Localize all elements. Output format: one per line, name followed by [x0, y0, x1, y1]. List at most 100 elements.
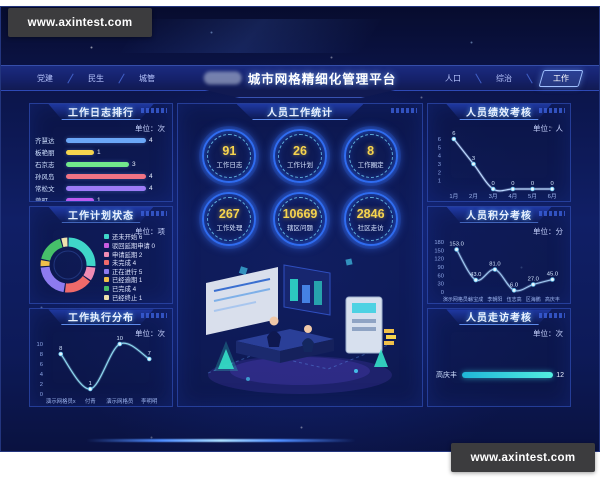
legend-item: 已完成 4	[104, 284, 170, 293]
bar-value: 1	[97, 148, 101, 156]
panel-work-exec-distribution: 工作执行分布 单位：次 10 8 6 4 2 0 8 1 10 7 演示网格员x 付青 演示网格员 李明明	[29, 308, 173, 407]
nav-tab-chengguan[interactable]: 城管	[139, 73, 155, 83]
svg-text:1月: 1月	[449, 193, 458, 200]
main-grid: 工作日志排行 单位：次 齐慧达 4 板艳丽 1 石京志 3 孙风岛 4 常松文 4 曾町 1 工作计划…	[29, 103, 571, 407]
stats-rings-row-2: 267 工作处理 10669 辖区问题 2846 社区走访	[178, 192, 422, 246]
svg-text:30: 30	[438, 281, 444, 287]
legend-item: 已经逾期 1	[104, 276, 170, 285]
panel-title-performance: 人员绩效考核	[446, 104, 552, 120]
svg-text:43.0: 43.0	[470, 272, 481, 278]
legend-item: 还未开始 6	[104, 233, 170, 242]
nav-tab-minsheng[interactable]: 民生	[88, 73, 104, 83]
bar	[66, 185, 146, 191]
visit-bar-row: 高庆丰 12	[436, 367, 564, 383]
legend-swatch	[104, 286, 109, 292]
svg-text:27.0: 27.0	[528, 276, 539, 282]
svg-text:0: 0	[511, 181, 514, 187]
bar-value: 3	[132, 160, 136, 168]
svg-text:150: 150	[434, 248, 444, 254]
points-line-chart: 180 150 120 90 60 30 0 153.0 43.0 81.0 6.0 27.0 45.0…	[434, 240, 560, 303]
legend-swatch	[104, 277, 109, 283]
svg-text:1: 1	[89, 381, 92, 387]
legend-swatch	[104, 268, 109, 274]
svg-text:4月: 4月	[508, 193, 517, 200]
stat-value: 91	[222, 143, 237, 158]
stat-value: 2846	[356, 206, 385, 221]
svg-text:演示网格员x: 演示网格员x	[46, 397, 76, 405]
bar-label: 板艳丽	[35, 150, 55, 157]
stat-label: 工作日志	[216, 161, 243, 169]
stat-value: 10669	[282, 206, 318, 221]
platform-title: 城市网格精细化管理平台	[247, 72, 397, 87]
svg-text:付青: 付青	[85, 397, 96, 405]
svg-text:5: 5	[438, 145, 441, 151]
unit-label: 单位：次	[135, 124, 165, 133]
stat-value: 26	[293, 143, 307, 158]
background-streak	[120, 19, 382, 53]
svg-text:0: 0	[40, 392, 43, 398]
performance-line-chart: 6 5 4 3 2 1 6 3 0 0 0 0 1月 2月 3月 4月 5月 6月	[438, 131, 557, 200]
platform-logo	[203, 71, 242, 85]
stat-ring: 91 工作日志	[202, 129, 257, 183]
donut-legend: 还未开始 6 驳回延期申请 0 申请延期 2 未完成 4 正在进行 5 已经逾期 1 已完成…	[104, 233, 170, 302]
legend-swatch	[104, 234, 109, 240]
bar-value: 12	[556, 371, 564, 379]
work-plan-donut-chart: 还未开始 6 驳回延期申请 0 申请延期 2 未完成 4 正在进行 5 已经逾期 1 已完成…	[32, 227, 170, 302]
panel-performance-assessment: 人员绩效考核 单位：人 6 5 4 3 2 1 6 3 0 0 0 0 1月 2月 3月 4月 5月 6月	[427, 103, 571, 202]
nav-separator	[475, 72, 482, 84]
legend-item: 已经终止 1	[104, 293, 170, 302]
bar	[66, 173, 146, 179]
bar	[66, 149, 94, 155]
panel-title-personnel-stats: 人员工作统计	[236, 104, 364, 120]
panel-points-assessment: 人员积分考核 单位：分 180 150 120 90 60 30 0 153.0 43.0 81.…	[427, 205, 571, 305]
svg-text:伍志高: 伍志高	[507, 296, 522, 303]
work-log-bar-row: 齐慧达 4	[35, 134, 167, 146]
stats-rings-row-1: 91 工作日志 26 工作计划 8 工作圈定	[178, 129, 422, 183]
legend-swatch	[104, 243, 109, 249]
stat-ring: 267 工作处理	[202, 192, 257, 246]
svg-text:8: 8	[59, 346, 62, 352]
legend-label: 未完成 4	[112, 260, 137, 268]
unit-label: 单位：分	[533, 226, 563, 236]
bar-label: 常松文	[35, 186, 55, 193]
svg-text:153.0: 153.0	[449, 241, 464, 247]
svg-text:2: 2	[40, 382, 43, 388]
svg-text:0: 0	[441, 290, 444, 296]
svg-text:81.0: 81.0	[489, 261, 500, 267]
top-navbar: 党建 民生 城管 城市网格精细化管理平台 人口 综治 工作	[1, 65, 599, 91]
work-exec-line-chart: 10 8 6 4 2 0 8 1 10 7 演示网格员x 付青 演示网格员 李明明	[37, 336, 158, 405]
legend-label: 还未开始 6	[112, 234, 143, 242]
bar	[66, 161, 129, 167]
svg-text:4: 4	[438, 154, 442, 160]
legend-label: 已经逾期 1	[112, 277, 143, 285]
legend-label: 已完成 4	[112, 286, 137, 294]
svg-text:5月: 5月	[528, 193, 537, 200]
work-log-bar-row: 曾町 1	[35, 194, 167, 201]
svg-text:6月: 6月	[548, 193, 557, 200]
nav-tab-gongzuo-active[interactable]: 工作	[538, 69, 584, 87]
panel-deco-dashes	[539, 108, 565, 113]
unit-label: 单位：次	[135, 329, 165, 339]
svg-text:10: 10	[37, 342, 43, 348]
bar-label: 石京志	[35, 162, 55, 169]
svg-text:6: 6	[452, 131, 455, 137]
bar-value: 4	[149, 184, 153, 192]
nav-tab-dangjian[interactable]: 党建	[37, 73, 53, 83]
svg-text:4: 4	[40, 372, 44, 378]
stat-label: 社区走访	[357, 224, 384, 232]
nav-separator	[526, 72, 533, 84]
stat-ring: 8 工作圈定	[343, 129, 398, 183]
legend-swatch	[104, 251, 109, 257]
stat-label: 工作计划	[286, 161, 313, 169]
nav-tab-renkou[interactable]: 人口	[445, 73, 461, 83]
svg-text:6: 6	[40, 362, 43, 368]
svg-text:2: 2	[438, 170, 441, 176]
panel-title-visit: 人员走访考核	[446, 309, 552, 326]
nav-tab-zongzhi[interactable]: 综治	[496, 73, 512, 83]
donut-chart-svg	[40, 237, 96, 293]
panel-title-work-log-ranking: 工作日志排行	[48, 104, 154, 120]
background-stars	[1, 7, 2, 8]
legend-label: 申请延期 2	[112, 251, 143, 259]
stat-label: 辖区问题	[286, 224, 313, 232]
